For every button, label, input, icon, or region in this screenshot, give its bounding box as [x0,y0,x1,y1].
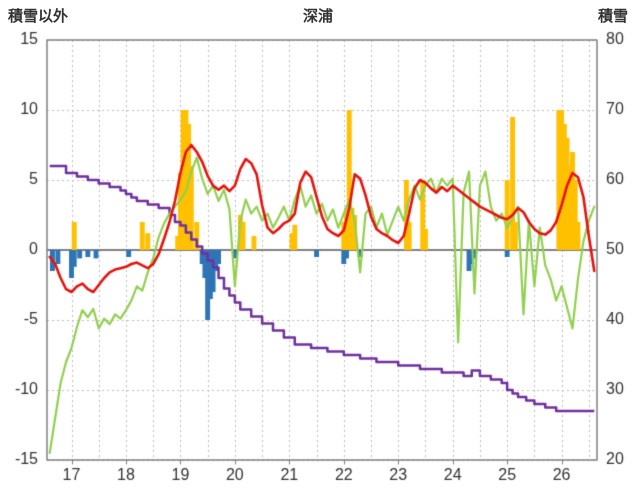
left-axis-title: 積雪以外 [8,8,69,25]
chart-title: 深浦 [302,8,333,25]
right-axis-title: 積雪 [597,8,628,25]
